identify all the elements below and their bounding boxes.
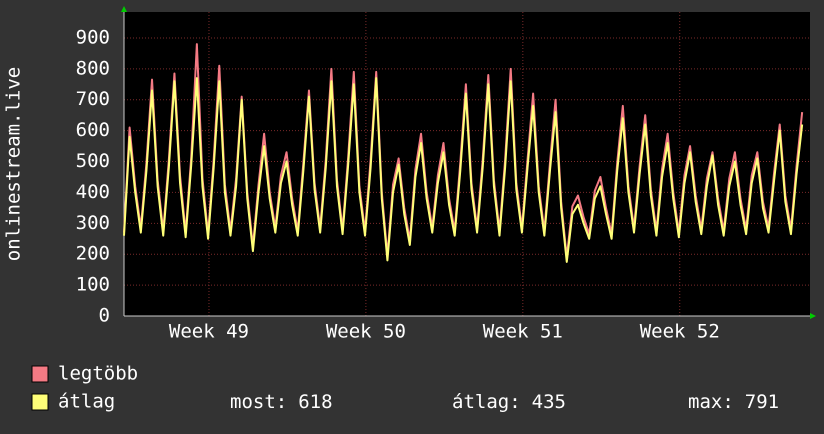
x-tick-label: Week 49 (169, 321, 249, 343)
series-line (123, 77, 804, 263)
stat-label: most: (230, 391, 287, 413)
stat-label: átlag: (452, 391, 521, 413)
y-tick-label: 400 (76, 181, 110, 203)
x-tick-label: Week 52 (640, 321, 720, 343)
legend-label: legtöbb (58, 363, 138, 385)
legend-swatch (31, 393, 49, 411)
x-tick-label: Week 51 (483, 321, 563, 343)
y-tick-label: 800 (76, 57, 110, 79)
y-tick-label: 0 (99, 305, 110, 327)
legend-label: átlag (58, 391, 115, 413)
y-tick-label: 700 (76, 88, 110, 110)
stat-label: max: (688, 391, 734, 413)
stat-value: 435 (532, 391, 566, 413)
plot-area (124, 12, 810, 316)
y-axis-label: onlinestream.live (3, 67, 25, 261)
stat-value: 791 (745, 391, 779, 413)
x-tick-label: Week 50 (326, 321, 406, 343)
axis-arrow (121, 6, 127, 12)
stat: átlag: 435 (452, 391, 566, 413)
stat-value: 618 (298, 391, 332, 413)
y-tick-label: 200 (76, 243, 110, 265)
axis-arrow (810, 313, 816, 319)
y-tick-label: 300 (76, 212, 110, 234)
legend-swatch (31, 365, 49, 383)
y-tick-label: 600 (76, 119, 110, 141)
stat: most: 618 (230, 391, 333, 413)
y-tick-label: 100 (76, 274, 110, 296)
y-tick-label: 900 (76, 26, 110, 48)
stat: max: 791 (688, 391, 779, 413)
y-tick-label: 500 (76, 150, 110, 172)
